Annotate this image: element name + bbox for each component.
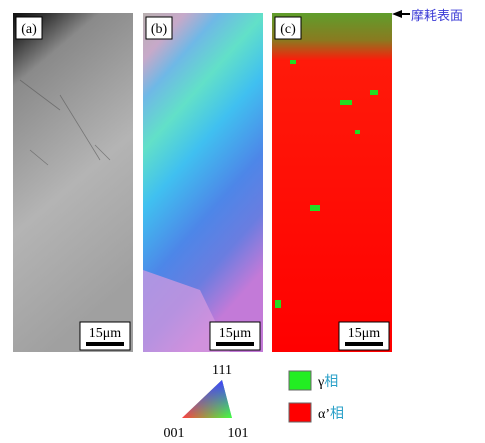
legend-swatch [289, 371, 311, 390]
scale-bar [345, 342, 383, 346]
ipf-label: 001 [164, 426, 185, 441]
legend-symbol: α’ [318, 407, 330, 422]
scale-label: 15μm [219, 326, 252, 341]
ipf-label: 111 [212, 363, 232, 378]
legend-phase: 相 [330, 406, 344, 422]
scale-bar [86, 342, 124, 346]
scale-bar [216, 342, 254, 346]
legend-phase: 相 [324, 374, 338, 390]
figure: (a) 15μm (b) 15μm (c) 15μm 摩耗表面 111 001 … [0, 0, 485, 443]
panel-label: (a) [21, 22, 37, 37]
micrograph-a [13, 13, 133, 352]
panel-label: (c) [280, 22, 296, 37]
arrow [392, 10, 410, 18]
scale-label: 15μm [89, 326, 122, 341]
ipf-triangle-light [182, 380, 232, 418]
scale-label: 15μm [348, 326, 381, 341]
panel-label: (b) [151, 22, 168, 37]
legend-swatch [289, 403, 311, 422]
annotation: 摩耗表面 [411, 8, 463, 24]
ipf-label: 101 [228, 426, 249, 441]
legend-entry: γ相 [317, 374, 338, 390]
legend-entry: α’相 [318, 406, 344, 422]
legend-symbol: γ [317, 375, 324, 390]
